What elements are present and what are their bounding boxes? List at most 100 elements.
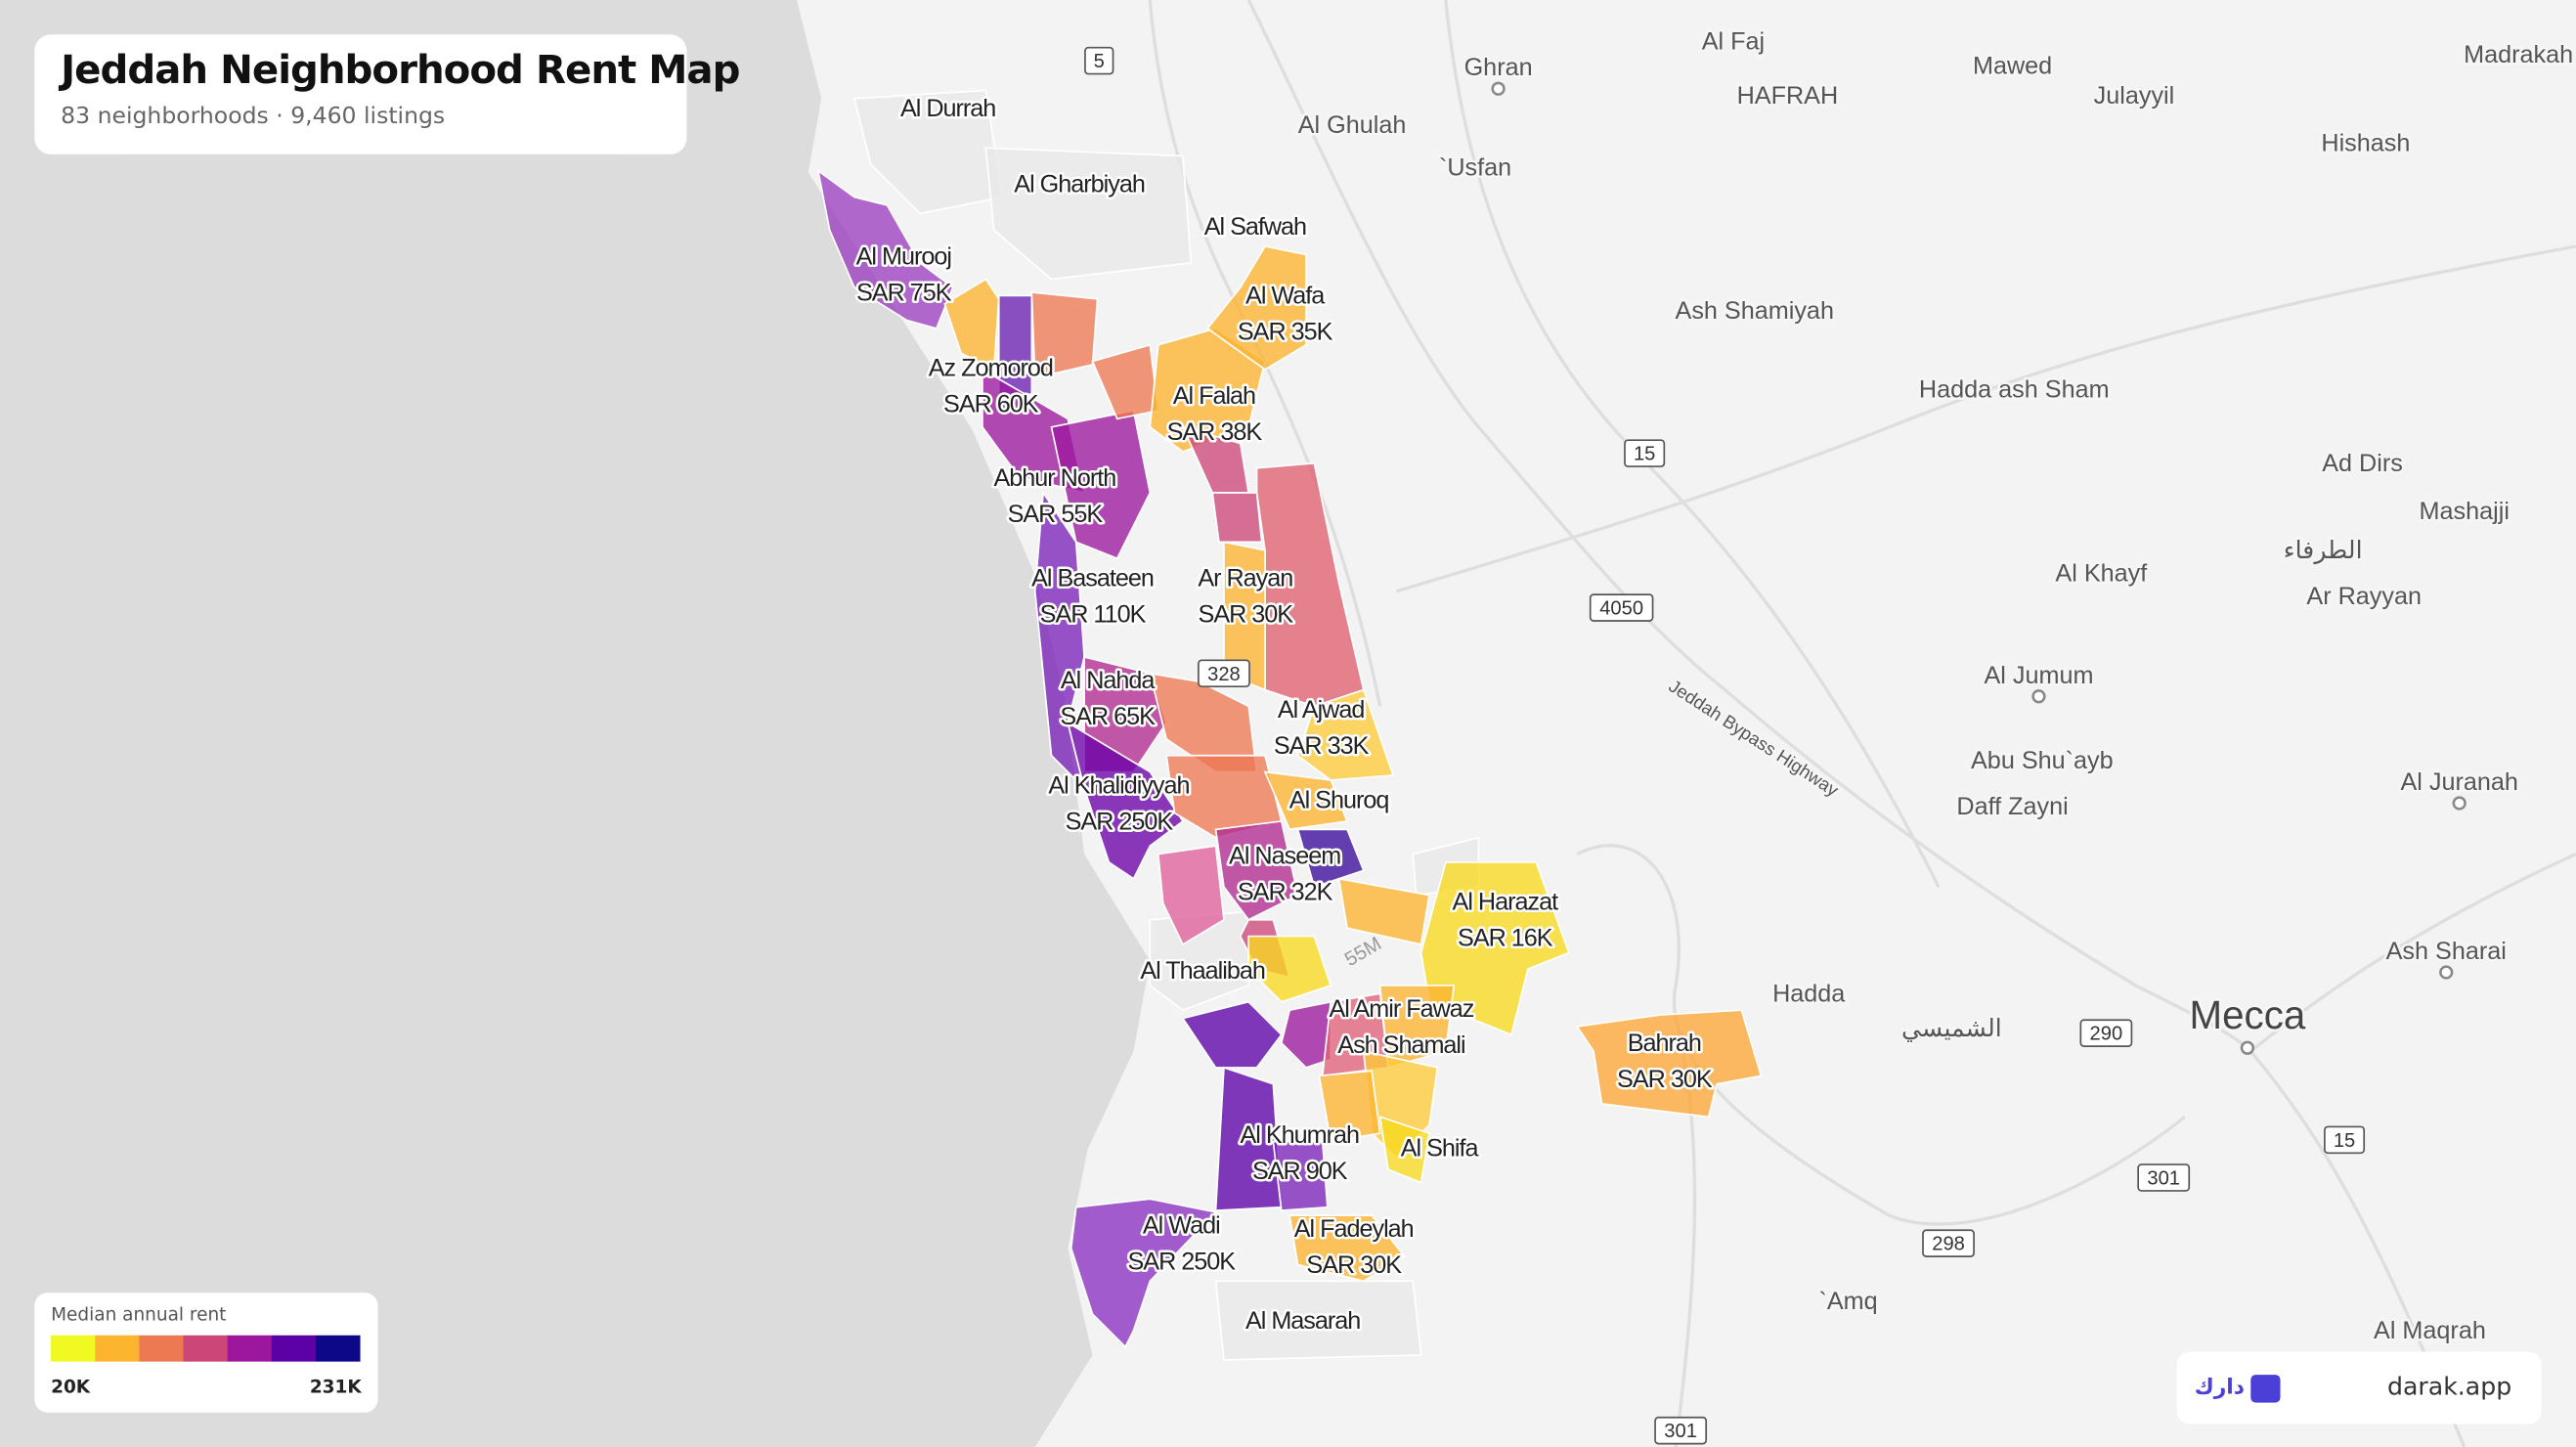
district-name: Al Masarah bbox=[1245, 1307, 1360, 1335]
road-number: 290 bbox=[2090, 1024, 2123, 1045]
place-label: Mashajji bbox=[2420, 498, 2510, 525]
place-dot bbox=[2240, 1040, 2255, 1055]
road-number: 301 bbox=[1664, 1421, 1697, 1442]
road-number: 4050 bbox=[1599, 598, 1643, 620]
place-label: Ar Rayyan bbox=[2306, 583, 2422, 610]
road-shield bbox=[2324, 1125, 2366, 1155]
place-dot bbox=[1491, 81, 1506, 96]
road-shield bbox=[1198, 659, 1250, 688]
place-label: Hadda bbox=[1772, 981, 1846, 1008]
place-label: Julayyil bbox=[2094, 82, 2175, 110]
legend-swatch bbox=[51, 1335, 96, 1362]
legend-swatch bbox=[183, 1335, 229, 1362]
road-shield bbox=[1922, 1229, 1975, 1257]
road-shield bbox=[1654, 1416, 1708, 1445]
road-shield bbox=[1084, 46, 1114, 75]
district-name: Al Nahda bbox=[1061, 667, 1157, 694]
place-label: Mawed bbox=[1973, 53, 2052, 80]
place-dot bbox=[2439, 965, 2454, 980]
district-name: Al Thaalibah bbox=[1140, 957, 1264, 985]
road-number: 5 bbox=[1094, 51, 1105, 72]
road-number: 301 bbox=[2147, 1168, 2180, 1190]
district-rent: SAR 110K bbox=[1040, 601, 1147, 629]
district-rent: SAR 30K bbox=[1306, 1251, 1402, 1279]
road-shield bbox=[1624, 439, 1666, 467]
district-rent: SAR 30K bbox=[1199, 601, 1294, 629]
subtitle: 83 neighborhoods · 9,460 listings bbox=[61, 102, 445, 129]
legend-swatch bbox=[95, 1335, 140, 1362]
district-name: Al Naseem bbox=[1229, 843, 1340, 870]
place-label: Ash Shamiyah bbox=[1676, 297, 1834, 325]
legend-min: 20K bbox=[51, 1378, 91, 1398]
place-dot bbox=[2452, 796, 2467, 811]
place-label: Al Maqrah bbox=[2374, 1317, 2486, 1344]
district-rent: SAR 55K bbox=[1008, 501, 1104, 528]
place-label: Abu Shu`ayb bbox=[1971, 747, 2114, 774]
district-rent: SAR 65K bbox=[1060, 703, 1156, 730]
place-label: Ad Dirs bbox=[2322, 450, 2403, 477]
district-name: Al Gharbiyah bbox=[1014, 170, 1145, 197]
legend: Median annual rent 20K 231K bbox=[34, 1293, 378, 1413]
place-label: Al Faj bbox=[1702, 27, 1765, 55]
district-name: Al Harazat bbox=[1453, 889, 1559, 916]
brand-icon bbox=[2250, 1375, 2281, 1403]
district-name: Al Murooj bbox=[856, 242, 951, 270]
brand-arabic: دارك bbox=[2195, 1376, 2245, 1400]
district-rent: SAR 38K bbox=[1167, 418, 1263, 446]
place-label: Hishash bbox=[2321, 129, 2410, 156]
legend-swatch bbox=[139, 1335, 184, 1362]
road-number: 15 bbox=[1634, 444, 1655, 465]
legend-swatch bbox=[227, 1335, 273, 1362]
district-name: Al Fadeylah bbox=[1294, 1215, 1414, 1243]
place-label: Al Jumum bbox=[1984, 662, 2093, 689]
road-shield bbox=[2079, 1019, 2133, 1047]
road-number: 298 bbox=[1932, 1234, 1965, 1255]
district-rent: Ash Shamali bbox=[1337, 1031, 1464, 1059]
district-name: Al Shifa bbox=[1401, 1135, 1480, 1162]
sea bbox=[0, 0, 1151, 1447]
legend-title: Median annual rent bbox=[51, 1305, 226, 1326]
place-label: Ghran bbox=[1464, 54, 1533, 81]
place-label: Al Ghulah bbox=[1298, 111, 1407, 139]
district-name: Bahrah bbox=[1628, 1030, 1701, 1057]
district-name: Al Wafa bbox=[1245, 283, 1326, 310]
title-card: Jeddah Neighborhood Rent Map 83 neighbor… bbox=[34, 34, 741, 154]
legend-max: 231K bbox=[310, 1378, 363, 1398]
road-number: 15 bbox=[2334, 1130, 2355, 1152]
district-rent: SAR 30K bbox=[1617, 1066, 1713, 1093]
district-name: Al Basateen bbox=[1031, 565, 1154, 592]
place-label: `Amq bbox=[1818, 1288, 1877, 1315]
district-name: Al Falah bbox=[1173, 382, 1255, 410]
district-name: Al Durrah bbox=[900, 95, 995, 122]
district-rent: SAR 60K bbox=[943, 391, 1039, 418]
place-label: Daff Zayni bbox=[1956, 793, 2068, 820]
card bbox=[34, 34, 687, 154]
district-rent: SAR 33K bbox=[1274, 732, 1370, 760]
road-shield bbox=[2137, 1163, 2191, 1192]
place-label: Madrakah bbox=[2464, 41, 2573, 68]
place-label: الشميسي bbox=[1901, 1015, 2002, 1042]
brand: دارك darak.app bbox=[2176, 1351, 2542, 1425]
district-name: Al Wadi bbox=[1143, 1212, 1220, 1240]
brand-site[interactable]: darak.app bbox=[2387, 1373, 2511, 1401]
district-name: Al Ajwad bbox=[1278, 696, 1365, 724]
place-label: Ash Sharai bbox=[2386, 938, 2507, 965]
district-name: Al Amir Fawaz bbox=[1330, 995, 1474, 1023]
district-rent: SAR 16K bbox=[1458, 925, 1553, 952]
district-rent: SAR 250K bbox=[1066, 808, 1174, 835]
place-label: Al Juranah bbox=[2400, 768, 2517, 796]
district-rent: SAR 75K bbox=[856, 279, 952, 306]
place-label: Al Khayf bbox=[2055, 560, 2148, 588]
district-name: Ar Rayan bbox=[1198, 565, 1292, 592]
district-name: Az Zomorod bbox=[929, 355, 1053, 382]
road-shield bbox=[1589, 593, 1654, 622]
place-label: Mecca bbox=[2190, 992, 2306, 1037]
district-name: Al Khumrah bbox=[1240, 1121, 1359, 1149]
district-name: Al Khalidiyyah bbox=[1048, 771, 1189, 799]
title: Jeddah Neighborhood Rent Map bbox=[58, 47, 739, 93]
legend-swatch bbox=[315, 1335, 361, 1362]
place-dot bbox=[2031, 689, 2046, 704]
district-name: Abhur North bbox=[994, 464, 1116, 492]
